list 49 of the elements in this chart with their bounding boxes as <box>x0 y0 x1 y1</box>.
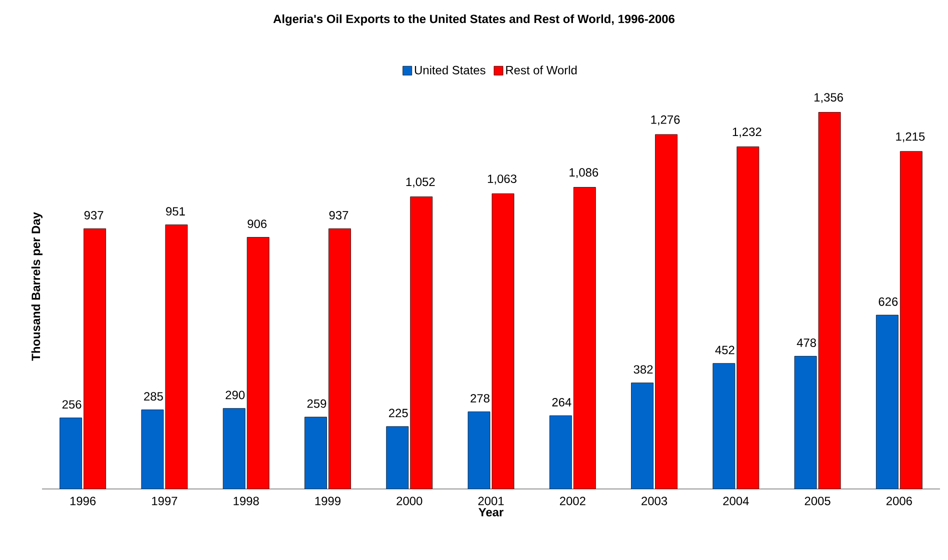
x-tick-label: 2001 <box>478 496 504 506</box>
x-tick-label: 2000 <box>396 496 422 506</box>
x-tick-label: 1997 <box>152 496 178 506</box>
data-label: 937 <box>329 210 348 220</box>
data-label: 225 <box>388 408 408 418</box>
x-axis-title: Year <box>478 508 504 516</box>
bar <box>304 417 327 489</box>
bar <box>712 363 735 489</box>
x-tick-label: 1996 <box>70 496 96 506</box>
data-label: 906 <box>248 220 267 228</box>
y-axis-title: Thousand Barrels per Day <box>31 212 42 361</box>
x-tick-label: 2002 <box>560 496 586 506</box>
bar <box>631 382 654 489</box>
data-label: 1,232 <box>732 128 762 138</box>
data-label: 1,356 <box>814 93 843 104</box>
data-label: 1,086 <box>570 168 598 178</box>
data-label: 290 <box>226 390 245 400</box>
x-tick-label: 2006 <box>886 496 912 506</box>
bar <box>141 410 164 489</box>
data-label: 626 <box>878 297 898 306</box>
data-label: 278 <box>470 394 490 403</box>
data-label: 1,276 <box>651 115 680 126</box>
x-tick-label: 2005 <box>804 496 830 506</box>
bar <box>550 416 572 489</box>
data-label: 256 <box>62 400 82 409</box>
x-tick-label: 2003 <box>642 496 668 506</box>
data-label: 478 <box>796 338 816 347</box>
data-label: 452 <box>715 346 734 354</box>
chart-title: Algeria's Oil Exports to the United States and Rest of World, 1996-2006 <box>273 14 675 26</box>
bar <box>876 314 898 489</box>
x-tick-label: 2004 <box>723 496 749 506</box>
bar <box>386 426 408 489</box>
legend-label: United States <box>414 66 486 74</box>
bar <box>223 408 246 489</box>
data-label: 382 <box>634 365 653 374</box>
data-label: 1,063 <box>488 174 516 184</box>
data-label: 937 <box>84 210 104 220</box>
bar <box>60 418 82 489</box>
data-label: 1,052 <box>406 178 435 188</box>
data-label: 264 <box>552 398 572 406</box>
data-label: 259 <box>307 399 326 408</box>
x-tick-label: 1999 <box>315 496 340 506</box>
legend-label: Rest of World <box>506 66 577 74</box>
bar <box>794 356 817 489</box>
data-label: 285 <box>144 392 163 401</box>
x-tick-label: 1998 <box>234 496 259 506</box>
bar <box>468 412 490 489</box>
data-label: 951 <box>166 207 185 216</box>
data-label: 1,215 <box>896 132 925 142</box>
